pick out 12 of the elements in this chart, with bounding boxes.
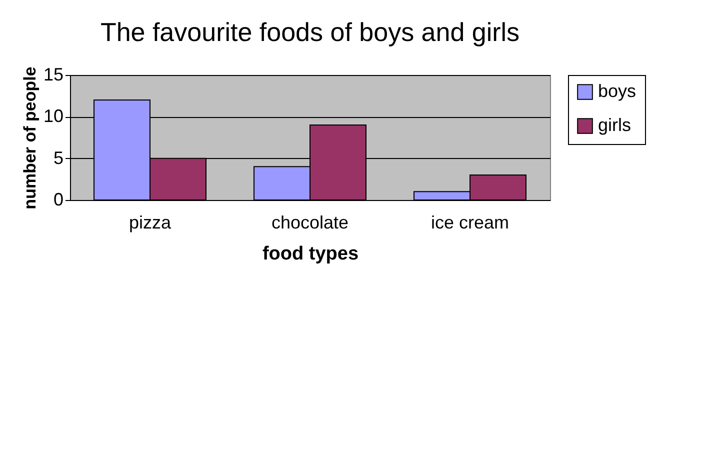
legend-label: girls (598, 115, 632, 135)
y-tick-label: 0 (53, 190, 64, 210)
x-axis-title: food types (262, 244, 359, 264)
x-tick-label: ice cream (430, 212, 510, 232)
y-tick-label: 5 (53, 148, 64, 168)
legend-label: boys (598, 81, 636, 101)
chart-title: The favourite foods of boys and girls (100, 17, 520, 47)
x-tick-label: pizza (128, 212, 172, 232)
y-axis-title: number of people (20, 66, 40, 210)
x-tick-label: chocolate (271, 212, 349, 232)
y-tick-label: 15 (43, 64, 64, 84)
y-tick-label: 10 (43, 106, 64, 126)
